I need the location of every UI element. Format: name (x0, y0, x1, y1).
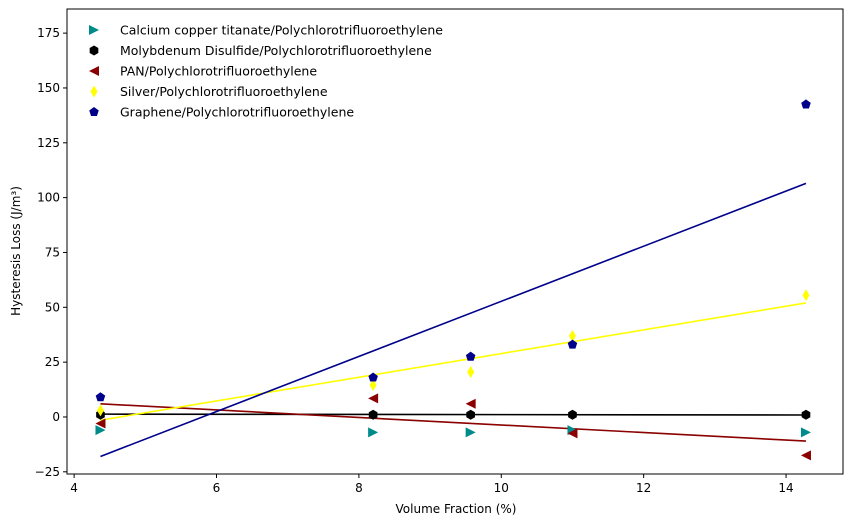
x-tick-label-1: 6 (213, 481, 221, 495)
data-point-series-4-4 (801, 99, 811, 109)
x-axis-title: Volume Fraction (%) (396, 502, 517, 516)
legend-marker-3 (90, 85, 98, 98)
data-point-series-3-0 (96, 404, 104, 417)
data-point-series-1-3 (568, 409, 577, 420)
y-tick-label-2: 25 (45, 355, 60, 369)
data-point-series-2-1 (368, 393, 379, 404)
data-point-series-0-1 (368, 427, 379, 438)
data-point-series-2-0 (95, 418, 106, 429)
x-tick-label-3: 10 (494, 481, 509, 495)
data-point-series-0-0 (95, 425, 106, 436)
legend-label-1: Molybdenum Disulfide/Polychlorotrifluoro… (120, 43, 432, 58)
data-point-series-4-3 (567, 339, 578, 349)
legend-label-0: Calcium copper titanate/Polychlorotriflu… (120, 23, 443, 38)
legend-marker-4 (89, 107, 99, 117)
y-tick-label-3: 50 (45, 300, 60, 314)
y-tick-label-4: 75 (45, 245, 60, 259)
y-tick-label-8: 175 (37, 26, 60, 40)
x-tick-label-2: 8 (355, 481, 363, 495)
x-tick-label-5: 14 (778, 481, 793, 495)
y-tick-label-5: 100 (37, 191, 60, 205)
data-point-series-3-2 (467, 366, 475, 379)
legend-marker-1 (89, 45, 99, 56)
y-tick-label-6: 125 (37, 136, 60, 150)
x-tick-label-0: 4 (70, 481, 78, 495)
data-point-series-4-1 (368, 372, 378, 382)
y-tick-label-7: 150 (37, 81, 60, 95)
fit-line-series-3 (100, 302, 807, 422)
legend-label-4: Graphene/Polychlorotrifluoroethylene (120, 105, 354, 120)
data-point-series-2-4 (800, 450, 811, 461)
data-point-series-4-2 (465, 351, 476, 361)
data-point-series-2-2 (465, 398, 476, 409)
y-tick-label-0: −25 (35, 465, 60, 479)
legend-label-2: PAN/Polychlorotrifluoroethylene (120, 64, 317, 79)
plot-frame (66, 8, 844, 475)
data-point-series-4-0 (95, 392, 106, 402)
fit-line-series-1 (100, 413, 806, 416)
data-point-series-3-4 (802, 289, 810, 302)
x-tick-label-4: 12 (636, 481, 651, 495)
y-axis-title: Hysteresis Loss (J/m³) (9, 186, 23, 316)
data-point-series-3-1 (369, 379, 377, 392)
data-point-series-1-1 (368, 409, 378, 420)
data-point-series-1-2 (466, 409, 475, 420)
data-point-series-0-4 (800, 427, 811, 438)
legend-label-3: Silver/Polychlorotrifluoroethylene (120, 84, 328, 99)
fit-line-series-2 (100, 403, 807, 442)
fit-line-series-4 (100, 182, 807, 458)
data-point-series-0-2 (465, 427, 476, 438)
legend-marker-0 (89, 25, 99, 35)
data-point-series-1-4 (801, 409, 811, 420)
data-point-series-3-3 (568, 329, 576, 342)
y-tick-label-1: 0 (52, 410, 60, 424)
data-point-series-2-3 (567, 428, 578, 439)
legend-marker-2 (89, 66, 99, 76)
